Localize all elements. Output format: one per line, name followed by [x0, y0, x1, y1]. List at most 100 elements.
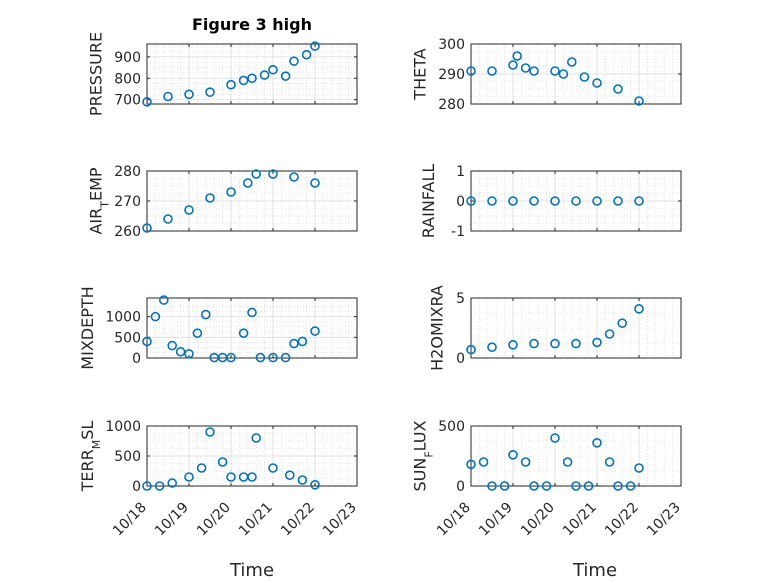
- data-point: [201, 309, 211, 320]
- data-point: [247, 307, 257, 318]
- data-point: [487, 342, 497, 353]
- axes-theta: 280 290 300 THETA: [411, 37, 682, 113]
- y-tick-label: 300: [438, 37, 465, 53]
- data-point: [529, 66, 539, 76]
- y-axis-label: PRESSURE: [87, 32, 106, 116]
- data-point: [297, 336, 308, 347]
- data-point: [289, 56, 299, 66]
- data-point: [247, 472, 257, 482]
- data-point: [150, 311, 161, 322]
- data-point: [289, 172, 299, 182]
- data-point: [192, 328, 203, 338]
- axes-box: [470, 170, 682, 232]
- axes-box: [146, 43, 358, 105]
- y-tick-label: 1000: [105, 419, 141, 435]
- x-tick-label: 10/20: [194, 500, 234, 540]
- data-point: [284, 470, 295, 481]
- y-tick-label: 0: [132, 351, 141, 367]
- data-point: [268, 352, 278, 363]
- data-point: [520, 63, 531, 73]
- y-tick-label: 1: [456, 164, 465, 180]
- data-point: [175, 346, 186, 357]
- data-point: [159, 295, 169, 305]
- data-point: [508, 60, 518, 70]
- y-tick-label: 900: [114, 50, 141, 66]
- data-point: [466, 459, 476, 470]
- data-point: [238, 75, 249, 86]
- data-point: [613, 481, 623, 491]
- data-point: [167, 340, 177, 351]
- data-point: [167, 478, 177, 488]
- data-point: [550, 66, 560, 76]
- xlabel-left: Time: [229, 560, 274, 581]
- data-point: [487, 196, 497, 206]
- data-point: [142, 97, 152, 107]
- axes-box: [146, 425, 358, 487]
- data-point: [310, 41, 320, 51]
- figure-title: Figure 3 high: [192, 15, 312, 34]
- x-tick-label: 10/20: [518, 500, 558, 540]
- data-point: [625, 481, 636, 491]
- data-point: [613, 196, 623, 206]
- x-tick-label: 10/19: [152, 500, 192, 540]
- data-point: [297, 475, 308, 485]
- y-axis-label: SUNFLUX: [411, 420, 436, 491]
- data-point: [243, 178, 253, 188]
- data-point: [142, 336, 152, 347]
- data-point: [634, 463, 644, 473]
- data-point: [634, 303, 644, 314]
- x-tick-label: 10/23: [644, 500, 684, 540]
- axes-h2omixra: 0 5 H2OMIXRA: [428, 285, 682, 371]
- data-point: [289, 338, 299, 349]
- data-point: [529, 338, 539, 349]
- y-tick-label: 280: [438, 97, 465, 113]
- data-point: [184, 205, 194, 215]
- data-point: [512, 51, 523, 61]
- data-point: [142, 481, 152, 491]
- y-tick-label: 700: [114, 93, 141, 109]
- data-point: [226, 472, 236, 482]
- x-tick-label: 10/22: [602, 500, 642, 540]
- y-tick-label: 500: [438, 419, 465, 435]
- y-axis-label: RAINFALL: [419, 164, 438, 239]
- axes-pressure: 700 800 900 PRESSURE: [87, 32, 358, 116]
- y-tick-label: 500: [114, 330, 141, 346]
- x-tick-label: 10/18: [110, 500, 150, 540]
- data-point: [566, 57, 577, 67]
- data-point: [259, 70, 270, 80]
- data-point: [226, 187, 236, 197]
- y-axis-label: AIRTEMP: [87, 167, 112, 234]
- data-point: [310, 479, 320, 490]
- data-point: [550, 338, 560, 349]
- data-point: [255, 352, 266, 363]
- data-point: [617, 318, 628, 329]
- data-point: [142, 223, 152, 233]
- data-point: [217, 457, 228, 467]
- data-point: [583, 481, 594, 491]
- y-tick-label: 5: [456, 291, 465, 307]
- y-tick-label: 270: [114, 194, 141, 210]
- data-point: [310, 326, 320, 336]
- y-axis-label: THETA: [411, 48, 430, 100]
- axes-box: [470, 297, 682, 359]
- data-point: [634, 196, 644, 206]
- data-point: [251, 169, 262, 179]
- data-point: [247, 73, 257, 84]
- data-point: [478, 457, 489, 467]
- data-point: [508, 196, 518, 206]
- data-point: [184, 349, 194, 359]
- data-point: [529, 196, 539, 206]
- data-point: [508, 449, 518, 460]
- data-point: [466, 66, 476, 76]
- axes-box: [470, 43, 682, 105]
- y-tick-label: 500: [114, 449, 141, 465]
- y-tick-label: 280: [114, 164, 141, 180]
- y-axis-label: TERRMSL: [78, 421, 103, 493]
- data-point: [550, 433, 560, 443]
- data-point: [592, 196, 602, 206]
- data-point: [184, 472, 194, 482]
- data-point: [251, 433, 262, 443]
- data-point: [487, 66, 497, 76]
